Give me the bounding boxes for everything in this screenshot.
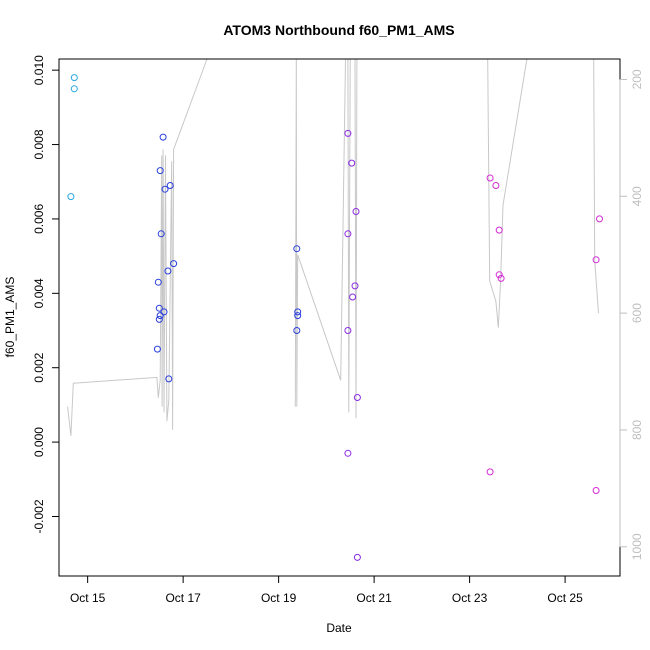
x-tick-label: Oct 23 [452, 591, 488, 605]
data-point [165, 375, 173, 383]
y-tick-label: 0.004 [32, 278, 46, 308]
data-point [155, 304, 163, 312]
data-point [497, 274, 505, 282]
altitude-line-segment-1 [294, 58, 358, 419]
data-point [164, 267, 172, 275]
data-point [486, 468, 494, 476]
data-point [344, 230, 352, 238]
data-point [156, 312, 164, 320]
data-point [592, 487, 600, 494]
data-point [70, 85, 78, 93]
data-point [353, 553, 361, 561]
y-tick-label: 0.006 [32, 204, 46, 234]
y-tick-label: 0.000 [32, 427, 46, 457]
y-tick-label: 0.002 [32, 352, 46, 382]
x-tick-label: Oct 25 [547, 591, 583, 605]
plot-frame [58, 58, 621, 577]
data-point [495, 271, 503, 279]
altitude-line-segment-3 [593, 58, 599, 314]
data-point [170, 260, 178, 268]
data-point [154, 278, 162, 286]
y-tick-label: -0.002 [32, 499, 46, 533]
data-point [160, 308, 168, 316]
altitude-line-layer [67, 58, 599, 436]
x-axis-label: Date [326, 621, 352, 635]
y-axis-label: f60_PM1_AMS [3, 277, 17, 358]
data-point [344, 449, 352, 457]
x-tick-label: Oct 21 [356, 591, 392, 605]
chart-title: ATOM3 Northbound f60_PM1_AMS [223, 22, 454, 38]
data-point [166, 182, 174, 189]
data-point [293, 245, 301, 253]
altitude-line-segment-2 [487, 58, 528, 328]
right-tick-label: 600 [630, 303, 644, 323]
data-point [344, 327, 352, 334]
data-point [351, 282, 359, 290]
altitude-line-segment-0 [67, 58, 208, 436]
data-point [353, 394, 361, 401]
data-point [486, 174, 494, 182]
data-point [70, 74, 78, 82]
right-tick-label: 1000 [630, 533, 644, 560]
right-tick-label: 200 [630, 69, 644, 89]
data-point [352, 208, 360, 215]
data-point [344, 129, 352, 137]
x-tick-label: Oct 17 [165, 591, 201, 605]
x-tick-label: Oct 15 [70, 591, 106, 605]
data-point [349, 293, 357, 301]
data-point [159, 133, 167, 141]
data-point [156, 167, 164, 175]
data-point [495, 226, 503, 234]
data-point [492, 182, 500, 189]
data-point [293, 327, 301, 334]
x-axis: Oct 15 Oct 17 Oct 19 Oct 21 Oct 23 Oct 25 [70, 575, 583, 605]
right-tick-label: 400 [630, 186, 644, 206]
data-point [157, 230, 165, 238]
data-point [161, 185, 169, 193]
x-tick-label: Oct 19 [261, 591, 297, 605]
data-point [596, 215, 603, 223]
y-axis: -0.002 0.000 0.002 0.004 0.006 0.008 0.010 [32, 55, 60, 534]
data-points-layer [67, 74, 603, 561]
data-point [294, 312, 302, 320]
data-point [294, 308, 302, 316]
data-point [155, 315, 163, 323]
right-axis: 200 400 600 800 1000 [619, 69, 644, 560]
y-tick-label: 0.008 [32, 129, 46, 159]
y-tick-label: 0.010 [32, 55, 46, 85]
data-point [67, 193, 75, 201]
data-point [592, 256, 600, 264]
right-tick-label: 800 [630, 420, 644, 440]
data-point [153, 345, 161, 353]
data-point [348, 159, 356, 167]
